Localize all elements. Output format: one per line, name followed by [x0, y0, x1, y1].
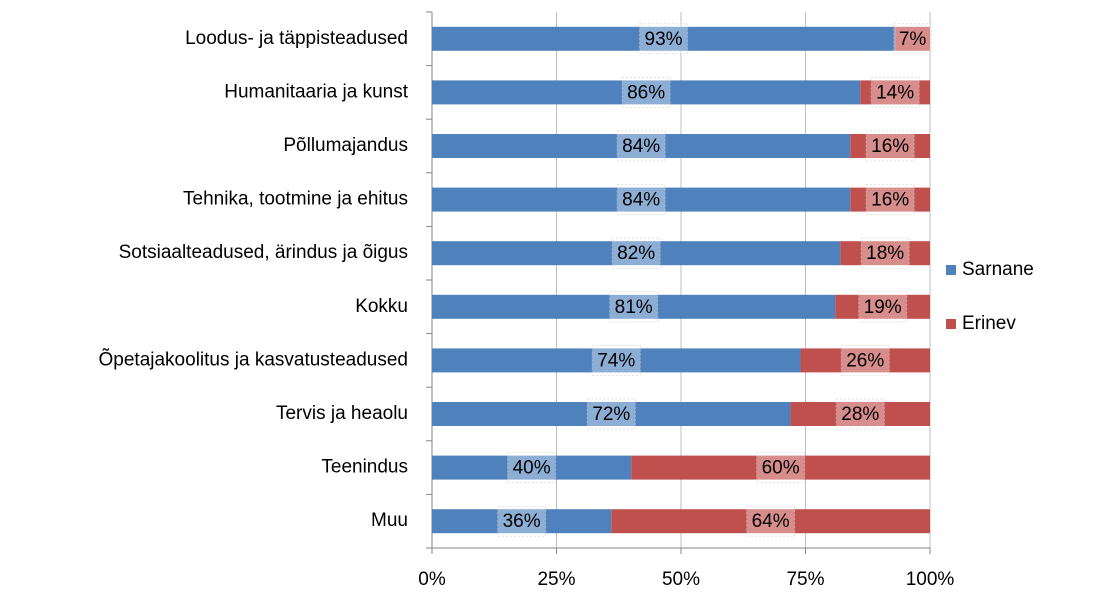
- data-label: 16%: [871, 136, 909, 157]
- bar-segment: [432, 509, 612, 534]
- data-label: 82%: [617, 243, 655, 264]
- bar-segment: [432, 455, 632, 480]
- legend-swatch: [946, 319, 956, 329]
- data-label: 28%: [841, 404, 879, 425]
- x-tick-label: 25%: [537, 569, 575, 590]
- bar-segment: [432, 348, 801, 373]
- data-label: 7%: [899, 29, 927, 50]
- data-label-box: [586, 398, 636, 430]
- data-label: 60%: [762, 458, 800, 479]
- data-label: 36%: [503, 511, 541, 532]
- bar-segment: [631, 455, 930, 480]
- category-label: Sotsiaalteadused, ärindus ja õigus: [119, 242, 408, 263]
- bar-segment: [850, 187, 930, 212]
- bar-segment: [850, 134, 930, 158]
- data-label-box: [507, 452, 557, 484]
- bar-segment: [840, 241, 930, 266]
- bar-segment: [432, 187, 851, 212]
- data-label-box: [835, 398, 885, 430]
- data-label-box: [858, 291, 908, 323]
- bar-segment: [432, 241, 841, 266]
- x-tick-label: 50%: [662, 569, 700, 590]
- data-label-box: [639, 23, 689, 55]
- data-label: 84%: [622, 190, 660, 211]
- data-label: 72%: [592, 404, 630, 425]
- bar-segment: [895, 26, 930, 51]
- data-label-box: [609, 291, 659, 323]
- bar-segment: [800, 348, 930, 373]
- legend-label: Sarnane: [962, 259, 1034, 280]
- category-label: Õpetajakoolitus ja kasvatusteadused: [99, 348, 408, 370]
- category-label: Muu: [371, 510, 408, 531]
- data-label-box: [865, 184, 915, 216]
- x-tick-label: 0%: [418, 569, 446, 590]
- data-label: 26%: [846, 350, 884, 371]
- bar-segment: [432, 294, 836, 319]
- category-label: Loodus- ja täppisteadused: [185, 28, 408, 49]
- data-label: 14%: [876, 82, 914, 103]
- data-label: 84%: [622, 136, 660, 157]
- data-label-box: [497, 505, 547, 537]
- category-label: Humanitaaria ja kunst: [224, 81, 408, 102]
- data-label: 93%: [645, 29, 683, 50]
- bar-segment: [432, 402, 791, 426]
- data-label-box: [860, 237, 910, 269]
- category-label: Põllumajandus: [283, 135, 408, 156]
- data-label-box: [840, 344, 890, 376]
- data-label: 16%: [871, 190, 909, 211]
- data-label: 18%: [866, 243, 904, 264]
- bar-segment: [432, 80, 861, 105]
- data-label-box: [621, 76, 671, 108]
- data-label: 81%: [615, 297, 653, 318]
- bar-segment: [432, 26, 896, 51]
- data-label-box: [865, 130, 915, 162]
- data-label-box: [616, 184, 666, 216]
- data-label-box: [611, 237, 661, 269]
- x-tick-label: 100%: [906, 569, 955, 590]
- data-label-box: [893, 23, 932, 55]
- data-label-box: [870, 76, 920, 108]
- bar-segment: [432, 134, 851, 158]
- data-label-box: [746, 505, 796, 537]
- legend-label: Erinev: [962, 313, 1016, 334]
- bar-segment: [790, 402, 930, 426]
- x-tick-label: 75%: [786, 569, 824, 590]
- category-label: Tervis ja heaolu: [276, 403, 408, 424]
- data-label: 64%: [752, 511, 790, 532]
- bar-segment: [860, 80, 930, 105]
- data-label: 19%: [864, 297, 902, 318]
- data-label-box: [591, 344, 641, 376]
- data-label: 74%: [597, 350, 635, 371]
- category-label: Teenindus: [321, 457, 408, 478]
- legend-swatch: [946, 265, 956, 275]
- bar-segment: [611, 509, 930, 534]
- bar-segment: [835, 294, 930, 319]
- data-label-box: [756, 452, 806, 484]
- category-label: Tehnika, tootmine ja ehitus: [183, 189, 408, 210]
- data-label: 40%: [513, 458, 551, 479]
- data-label: 86%: [627, 82, 665, 103]
- category-label: Kokku: [355, 296, 408, 317]
- data-label-box: [616, 130, 666, 162]
